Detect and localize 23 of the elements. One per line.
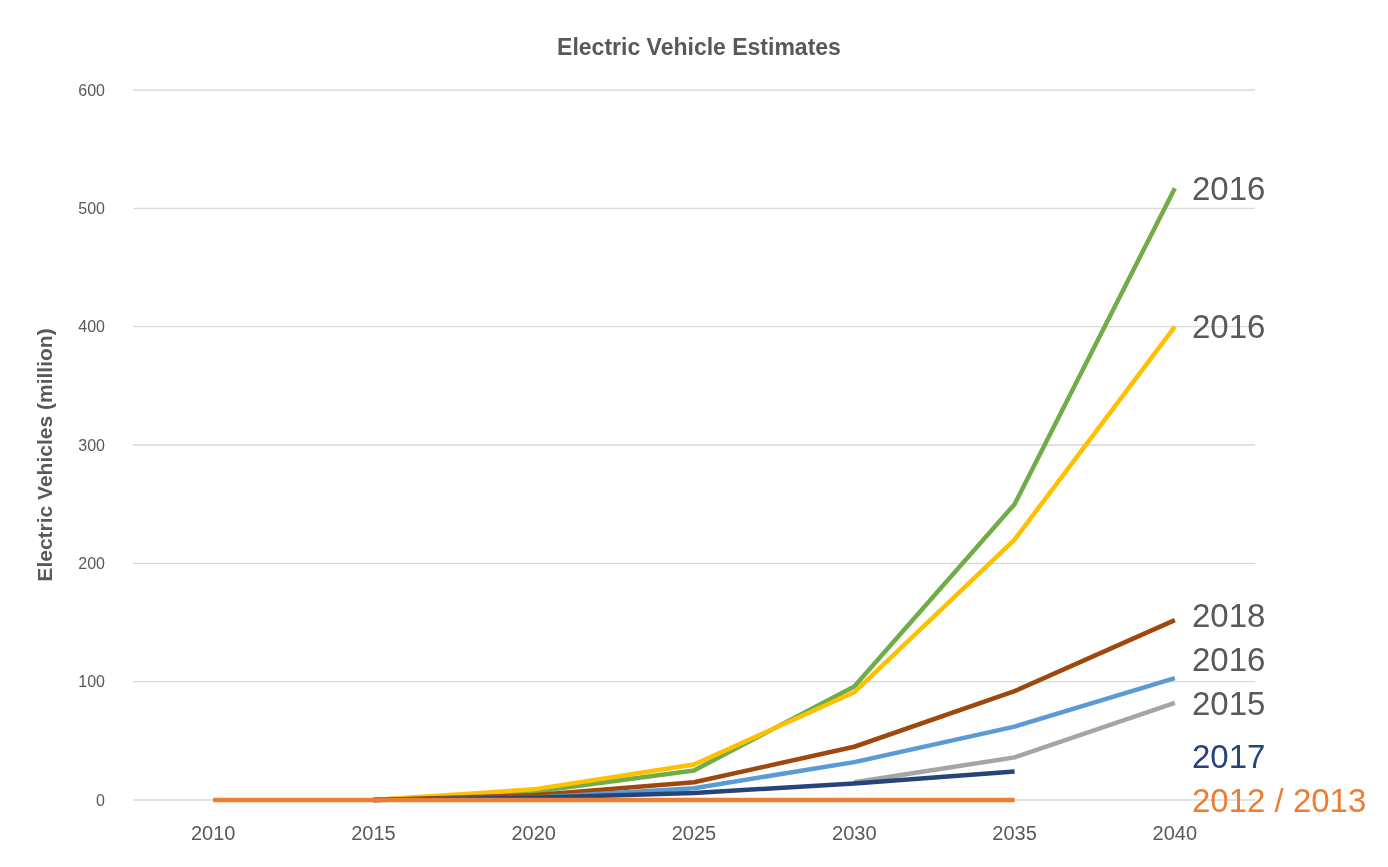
x-tick-label: 2030 <box>832 822 877 845</box>
chart-title: Electric Vehicle Estimates <box>557 34 841 60</box>
y-tick-label: 300 <box>78 436 106 454</box>
y-tick-label: 600 <box>78 81 106 99</box>
x-tick-label: 2010 <box>190 822 236 845</box>
y-tick-label: 0 <box>96 791 106 809</box>
y-tick-label: 100 <box>78 673 106 691</box>
series-label: 2016 <box>1192 640 1266 678</box>
series-label: 2018 <box>1192 596 1266 634</box>
y-axis-title: Electric Vehicles (million) <box>33 328 56 582</box>
y-tick-label: 400 <box>78 318 106 336</box>
x-tick-label: 2040 <box>1152 822 1198 845</box>
y-tick-label: 200 <box>78 554 106 572</box>
y-tick-label: 500 <box>78 199 106 217</box>
x-tick-label: 2015 <box>351 822 396 845</box>
text: 2012 / 2013 <box>1192 781 1367 819</box>
series-label: 2016 <box>1192 308 1266 346</box>
x-tick-label: 2035 <box>992 822 1037 845</box>
series-label: 2015 <box>1192 684 1266 722</box>
x-tick-label: 2020 <box>511 822 556 845</box>
x-tick-label: 2025 <box>671 822 717 845</box>
text: 2017 <box>1192 737 1266 775</box>
series-label: 2016 <box>1192 169 1266 207</box>
